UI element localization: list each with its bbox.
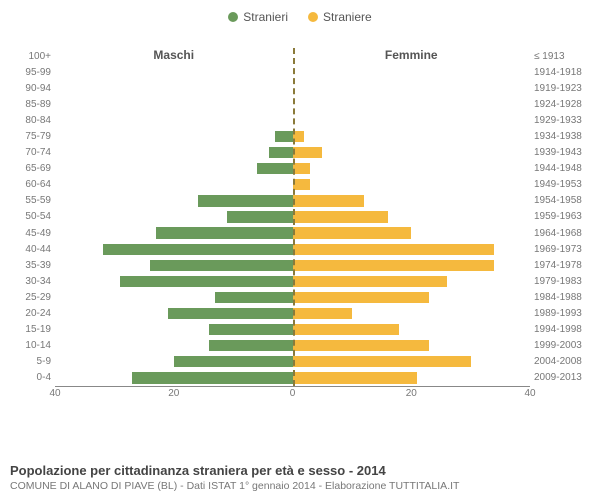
age-label: 40-44: [13, 244, 51, 255]
bar-male: [132, 372, 292, 383]
birth-year-label: ≤ 1913: [534, 51, 592, 62]
birth-year-label: 1954-1958: [534, 195, 592, 206]
chart: Fasce di età Anni di nascita Maschi Femm…: [0, 30, 600, 430]
bar-female: [293, 163, 311, 174]
age-label: 45-49: [13, 228, 51, 239]
birth-year-label: 1959-1963: [534, 211, 592, 222]
birth-year-label: 1944-1948: [534, 163, 592, 174]
birth-year-label: 1919-1923: [534, 83, 592, 94]
x-tick: 20: [168, 388, 179, 399]
bar-female: [293, 372, 418, 383]
footer: Popolazione per cittadinanza straniera p…: [10, 463, 590, 492]
bar-female: [293, 244, 495, 255]
bar-male: [120, 276, 292, 287]
bar-female: [293, 356, 471, 367]
legend-swatch-female: [308, 12, 318, 22]
bar-female: [293, 211, 388, 222]
birth-year-label: 1989-1993: [534, 308, 592, 319]
birth-year-label: 2009-2013: [534, 372, 592, 383]
age-label: 90-94: [13, 83, 51, 94]
age-label: 55-59: [13, 195, 51, 206]
age-label: 75-79: [13, 131, 51, 142]
center-line: [293, 48, 295, 386]
chart-subtitle: COMUNE DI ALANO DI PIAVE (BL) - Dati IST…: [10, 480, 590, 492]
x-tick: 40: [524, 388, 535, 399]
x-tick: 20: [406, 388, 417, 399]
birth-year-label: 1914-1918: [534, 67, 592, 78]
age-label: 100+: [13, 51, 51, 62]
chart-title: Popolazione per cittadinanza straniera p…: [10, 463, 590, 478]
birth-year-label: 1994-1998: [534, 324, 592, 335]
bar-male: [174, 356, 293, 367]
x-tick: 40: [49, 388, 60, 399]
legend: Stranieri Straniere: [0, 0, 600, 30]
birth-year-label: 1984-1988: [534, 292, 592, 303]
birth-year-label: 1924-1928: [534, 99, 592, 110]
y-axis-label-left: Fasce di età: [0, 176, 2, 236]
bar-female: [293, 324, 400, 335]
bar-male: [257, 163, 293, 174]
birth-year-label: 2004-2008: [534, 356, 592, 367]
birth-year-label: 1974-1978: [534, 260, 592, 271]
age-label: 35-39: [13, 260, 51, 271]
age-label: 10-14: [13, 340, 51, 351]
age-label: 5-9: [13, 356, 51, 367]
bar-male: [150, 260, 293, 271]
age-label: 80-84: [13, 115, 51, 126]
x-axis: 402002040: [55, 386, 530, 400]
birth-year-label: 1979-1983: [534, 276, 592, 287]
birth-year-label: 1934-1938: [534, 131, 592, 142]
legend-item-female: Straniere: [308, 10, 372, 24]
plot-area: Maschi Femmine 100+≤ 191395-991914-19189…: [55, 48, 530, 400]
bar-female: [293, 179, 311, 190]
bar-female: [293, 260, 495, 271]
bar-male: [156, 227, 293, 238]
bar-male: [209, 340, 292, 351]
bar-male: [227, 211, 292, 222]
age-label: 60-64: [13, 179, 51, 190]
legend-label-male: Stranieri: [243, 10, 288, 24]
bar-female: [293, 147, 323, 158]
bar-male: [215, 292, 292, 303]
age-label: 50-54: [13, 211, 51, 222]
legend-item-male: Stranieri: [228, 10, 288, 24]
age-label: 25-29: [13, 292, 51, 303]
x-tick: 0: [290, 388, 296, 399]
bar-male: [103, 244, 293, 255]
legend-label-female: Straniere: [323, 10, 372, 24]
bar-male: [168, 308, 293, 319]
age-label: 95-99: [13, 67, 51, 78]
x-baseline: [55, 386, 530, 387]
birth-year-label: 1964-1968: [534, 228, 592, 239]
bar-male: [198, 195, 293, 206]
birth-year-label: 1929-1933: [534, 115, 592, 126]
age-label: 0-4: [13, 372, 51, 383]
bar-female: [293, 227, 412, 238]
legend-swatch-male: [228, 12, 238, 22]
bar-female: [293, 195, 364, 206]
bar-female: [293, 276, 447, 287]
bar-female: [293, 340, 430, 351]
birth-year-label: 1969-1973: [534, 244, 592, 255]
bar-male: [269, 147, 293, 158]
age-label: 15-19: [13, 324, 51, 335]
age-label: 85-89: [13, 99, 51, 110]
bar-female: [293, 292, 430, 303]
age-label: 20-24: [13, 308, 51, 319]
age-label: 65-69: [13, 163, 51, 174]
age-label: 70-74: [13, 147, 51, 158]
birth-year-label: 1939-1943: [534, 147, 592, 158]
birth-year-label: 1949-1953: [534, 179, 592, 190]
bar-male: [209, 324, 292, 335]
bar-male: [275, 131, 293, 142]
age-label: 30-34: [13, 276, 51, 287]
birth-year-label: 1999-2003: [534, 340, 592, 351]
bar-female: [293, 308, 352, 319]
